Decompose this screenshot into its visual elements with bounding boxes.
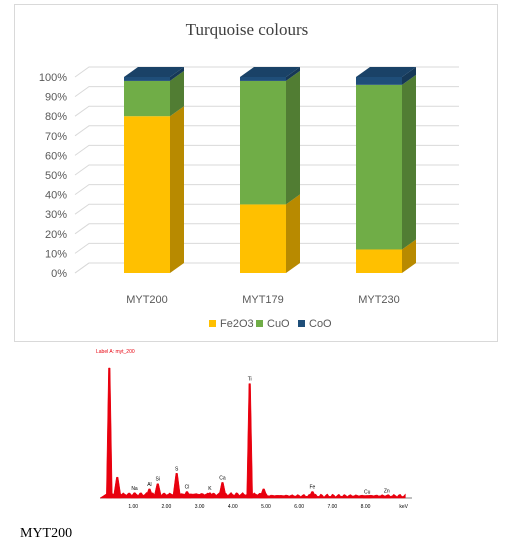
legend-swatch [209, 320, 216, 327]
peak-label: S [175, 466, 179, 472]
bar-segment-front [356, 249, 402, 273]
category-label: MYT200 [126, 294, 168, 306]
spectrum-peak [308, 491, 317, 499]
peak-label: Zn [384, 488, 390, 494]
peak-label: Ti [248, 377, 252, 383]
bar-segment-front [356, 77, 402, 85]
y-tick-label: 30% [45, 209, 67, 221]
gridline [74, 184, 459, 196]
y-tick-label: 100% [39, 72, 67, 84]
legend-swatch [298, 320, 305, 327]
spectrum-peak [259, 488, 268, 499]
chart-title: Turquoise colours [186, 20, 309, 39]
spectrum-peak [153, 483, 163, 499]
spectrum-peak [130, 492, 139, 499]
bar-segment-side [286, 70, 300, 205]
spectrum-peak [218, 482, 227, 499]
y-tick-label: 90% [45, 92, 67, 104]
bar-segment-side [286, 67, 300, 81]
bar-chart-svg: Turquoise colours 0% 10% 20% 30% 40% 50% 60% 70… [39, 20, 459, 330]
sample-caption: MYT200 [20, 526, 73, 541]
bar-segment-front [356, 84, 402, 250]
spectrum-peak [382, 495, 392, 499]
spectrum-unit: keV [399, 504, 408, 510]
bar-segment-front [240, 77, 286, 81]
eds-spectrum: Label A: myt_200 1.00 2.00 3.00 4.00 5.00 6.0… [86, 346, 418, 516]
spectrum-tick-label: 3.00 [195, 504, 205, 510]
spectrum-tick-label: 7.00 [327, 504, 337, 510]
spectrum-tick-label: 4.00 [228, 504, 238, 510]
y-tick-label: 60% [45, 150, 67, 162]
gridline [74, 242, 459, 254]
spectrum-tick-label: 6.00 [294, 504, 304, 510]
bar-segment-side [170, 106, 184, 273]
gridline [74, 105, 459, 117]
axis-depth-line [74, 262, 90, 274]
peak-label: Cl [185, 485, 190, 491]
bar-segment-side [170, 67, 184, 81]
gridline [74, 164, 459, 176]
spectrum-peak [182, 491, 192, 499]
bar-segment-side [286, 194, 300, 273]
spectrum-tick-label: 8.00 [361, 504, 371, 510]
spectrum-tick-label: 2.00 [162, 504, 172, 510]
gridline [74, 66, 459, 78]
spectrum-peak [106, 367, 113, 499]
peak-label: Na [131, 486, 138, 492]
bar-segment-front [124, 77, 170, 81]
gridline [74, 125, 459, 137]
bar-segment-front [240, 80, 286, 205]
bar-segment-side [402, 67, 416, 85]
y-tick-label: 20% [45, 229, 67, 241]
bar-top-face [356, 67, 416, 77]
bar-segment-front [124, 116, 170, 273]
peak-label: Si [156, 477, 160, 483]
category-label: MYT179 [242, 294, 284, 306]
legend-swatch [256, 320, 263, 327]
peak-label: Ca [219, 475, 226, 481]
spectrum-peak [172, 473, 181, 499]
bar-top-face [240, 67, 300, 77]
spectrum-peak [112, 476, 122, 499]
bar-segment-front [240, 204, 286, 273]
stacked-bar-chart: Turquoise colours 0% 10% 20% 30% 40% 50% 60% 70… [14, 4, 498, 342]
bar-segment-side [402, 74, 416, 250]
bar-segment-front [124, 80, 170, 117]
peak-label: Cu [364, 490, 371, 496]
y-tick-label: 70% [45, 131, 67, 143]
peak-label: Al [147, 482, 151, 488]
bar-top-face [124, 67, 184, 77]
legend-label: CuO [267, 318, 290, 330]
legend-label: Fe2O3 [220, 318, 254, 330]
spectrum-tick-label: 5.00 [261, 504, 271, 510]
bar-segment-side [170, 70, 184, 117]
y-tick-label: 50% [45, 170, 67, 182]
peak-label: Fe [310, 485, 316, 491]
spectrum-peak [205, 492, 215, 499]
y-tick-label: 40% [45, 190, 67, 202]
legend-label: CoO [309, 318, 332, 330]
gridline [74, 144, 459, 156]
spectrum-svg: Label A: myt_200 1.00 2.00 3.00 4.00 5.00 6.0… [96, 349, 412, 510]
bar-segment-side [402, 239, 416, 273]
gridline [74, 86, 459, 98]
y-tick-label: 10% [45, 248, 67, 260]
spectrum-label: Label A: myt_200 [96, 349, 135, 355]
spectrum-peak [363, 496, 372, 499]
y-tick-label: 80% [45, 111, 67, 123]
gridline [74, 223, 459, 235]
spectrum-peak [246, 383, 253, 499]
peak-label: K [208, 486, 212, 492]
category-label: MYT230 [358, 294, 400, 306]
spectrum-peak [145, 488, 154, 499]
gridline [74, 203, 459, 215]
y-tick-label: 0% [51, 268, 67, 280]
spectrum-tick-label: 1.00 [128, 504, 138, 510]
